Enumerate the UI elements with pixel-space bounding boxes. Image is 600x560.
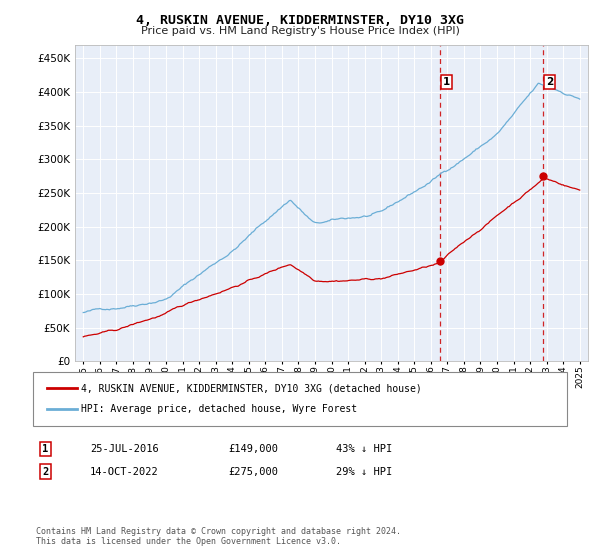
- Text: 43% ↓ HPI: 43% ↓ HPI: [336, 444, 392, 454]
- Text: 29% ↓ HPI: 29% ↓ HPI: [336, 466, 392, 477]
- Text: 14-OCT-2022: 14-OCT-2022: [90, 466, 159, 477]
- Text: 4, RUSKIN AVENUE, KIDDERMINSTER, DY10 3XG: 4, RUSKIN AVENUE, KIDDERMINSTER, DY10 3X…: [136, 14, 464, 27]
- Text: 1: 1: [42, 444, 48, 454]
- Text: £149,000: £149,000: [228, 444, 278, 454]
- Text: 2: 2: [42, 466, 48, 477]
- Text: £275,000: £275,000: [228, 466, 278, 477]
- Text: Price paid vs. HM Land Registry's House Price Index (HPI): Price paid vs. HM Land Registry's House …: [140, 26, 460, 36]
- Text: Contains HM Land Registry data © Crown copyright and database right 2024.
This d: Contains HM Land Registry data © Crown c…: [36, 526, 401, 546]
- Text: 25-JUL-2016: 25-JUL-2016: [90, 444, 159, 454]
- Text: HPI: Average price, detached house, Wyre Forest: HPI: Average price, detached house, Wyre…: [81, 404, 357, 414]
- Text: 1: 1: [443, 77, 450, 87]
- Text: 2: 2: [545, 77, 553, 87]
- Text: 4, RUSKIN AVENUE, KIDDERMINSTER, DY10 3XG (detached house): 4, RUSKIN AVENUE, KIDDERMINSTER, DY10 3X…: [81, 383, 422, 393]
